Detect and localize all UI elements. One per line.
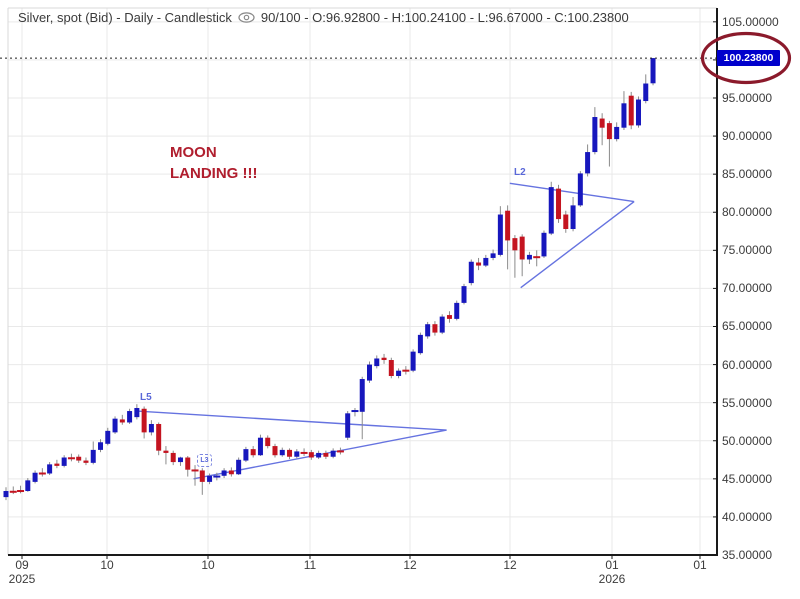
eye-icon[interactable]: [238, 11, 255, 23]
candles-layer: [3, 58, 656, 501]
trendline-label-l2[interactable]: L2: [514, 167, 526, 178]
gridlines: [8, 8, 717, 556]
x-axis-label: 01: [605, 558, 619, 572]
y-axis-label: 80.00000: [722, 205, 773, 220]
axis-ticks: [21, 21, 717, 559]
y-axis-label: 75.00000: [722, 243, 773, 258]
y-axis-label: 55.00000: [722, 395, 773, 410]
trendline-label-l5[interactable]: L5: [140, 392, 152, 403]
x-axis-label: 12: [503, 558, 517, 572]
chart-title-ohlc: 90/100 - O:96.92800 - H:100.24100 - L:96…: [260, 9, 629, 25]
y-axis-label: 105.00000: [722, 14, 779, 29]
moon-landing-line1: MOON: [170, 144, 217, 161]
y-axis-label: 35.00000: [722, 548, 773, 562]
current-price-label: 100.23800: [717, 50, 780, 66]
y-axis-label: 90.00000: [722, 129, 773, 144]
y-axis-label: 40.00000: [722, 509, 773, 524]
y-axis-label: 70.00000: [722, 281, 773, 296]
moon-landing-annotation[interactable]: MOON LANDING !!!: [170, 142, 257, 184]
trendlines: [136, 182, 635, 480]
x-axis-label: 11: [303, 558, 317, 572]
y-axis-label: 65.00000: [722, 319, 773, 334]
y-axis-label: 45.00000: [722, 471, 773, 486]
y-axis-label: 95.00000: [722, 90, 773, 105]
x-axis-year-label: 2025: [8, 572, 36, 586]
trendline-label-l3[interactable]: L3: [197, 454, 212, 467]
chart-title-instrument: Silver, spot (Bid) - Daily - Candlestick: [18, 9, 232, 25]
x-axis-label: 01: [693, 558, 707, 572]
x-axis-label: 12: [403, 558, 417, 572]
moon-landing-line2: LANDING !!!: [170, 165, 258, 182]
x-axis-label: 10: [201, 558, 215, 572]
x-axis-label: 09: [15, 558, 29, 572]
x-axis-year-label: 2026: [598, 572, 626, 586]
y-axis-label: 50.00000: [722, 433, 773, 448]
chart-title: Silver, spot (Bid) - Daily - Candlestick…: [18, 9, 629, 25]
x-axis-label: 10: [100, 558, 114, 572]
y-axis-label: 85.00000: [722, 167, 773, 182]
y-axis-label: 60.00000: [722, 357, 773, 372]
